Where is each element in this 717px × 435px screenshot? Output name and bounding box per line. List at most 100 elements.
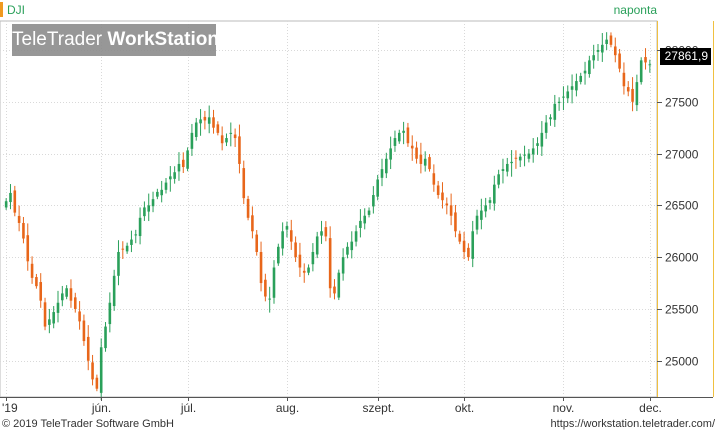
candle-body [518, 156, 522, 161]
plot-area [0, 20, 658, 398]
candle-body [406, 127, 410, 144]
candle-body [536, 143, 539, 146]
symbol-marker [0, 2, 3, 17]
candle-body [609, 35, 613, 45]
candle-body [264, 279, 267, 297]
candle-body [367, 210, 371, 215]
candle-body [501, 169, 505, 171]
candle-body [531, 148, 535, 155]
candle-body [324, 227, 328, 237]
candle-body [596, 50, 600, 52]
candle-body [220, 135, 224, 144]
candle-body [436, 185, 440, 196]
candle-body [462, 240, 466, 252]
period-label[interactable]: naponta [613, 3, 657, 17]
candle-body [95, 377, 99, 389]
candle-body [570, 86, 574, 90]
candle-body [294, 242, 297, 258]
candle-body [328, 238, 332, 289]
candle-body [493, 184, 496, 204]
source-url[interactable]: https://workstation.teletrader.com/ [550, 418, 715, 430]
candle-body [233, 134, 237, 139]
watermark-text-light: TeleTrader [12, 29, 108, 50]
candle-body [311, 251, 315, 265]
candle-body [143, 207, 146, 217]
candle-body [9, 192, 12, 203]
candle-body [298, 254, 302, 268]
candle-body [156, 191, 159, 197]
candle-body [147, 205, 151, 212]
candle-body [277, 246, 280, 264]
candle-body [225, 138, 228, 143]
copyright-text: © 2019 TeleTrader Software GmbH [2, 418, 174, 430]
candle-body [566, 91, 570, 99]
candle-body [601, 44, 604, 53]
candle-body [505, 163, 509, 172]
candle-body [613, 46, 617, 56]
candle-body [207, 117, 211, 124]
candle-body [441, 192, 444, 201]
candle-body [151, 199, 155, 207]
candle-body [238, 136, 241, 164]
candle-body [393, 138, 397, 146]
y-tick-label: 27000 [665, 148, 699, 162]
x-tick-label: júl. [180, 401, 196, 415]
candle-body [575, 81, 578, 91]
candle-body [449, 205, 453, 216]
candle-body [523, 154, 526, 156]
watermark-text-bold: WorkStation [107, 29, 219, 50]
candle-body [272, 267, 276, 298]
candle-body [402, 130, 405, 133]
candle-body [134, 234, 138, 236]
candle-body [259, 251, 263, 284]
x-tick-label: okt. [455, 401, 474, 415]
candle-body [562, 96, 565, 98]
candle-body [527, 153, 531, 159]
x-tick-label: aug. [276, 401, 299, 415]
candle-body [514, 157, 518, 159]
candle-body [376, 179, 379, 197]
candle-body [289, 230, 293, 242]
last-price-tag: 27861,9 [660, 48, 711, 65]
x-tick-label: dec. [639, 401, 662, 415]
candle-body [56, 302, 60, 313]
candle-body [199, 119, 202, 124]
candle-body [35, 277, 38, 287]
candle-body [229, 132, 233, 134]
y-tick-label: 26000 [665, 251, 699, 265]
candle-body [419, 154, 423, 164]
y-tick-label: 26500 [665, 199, 699, 213]
candle-body [588, 60, 591, 75]
candle-body [484, 205, 487, 212]
candle-body [341, 257, 345, 274]
candle-body [410, 145, 414, 149]
y-tick-label: 25500 [665, 303, 699, 317]
candle-body [544, 122, 548, 133]
candle-body [73, 297, 77, 309]
candle-body [315, 236, 319, 255]
candle-body [108, 302, 112, 325]
candle-body [65, 288, 68, 297]
y-tick-label: 27500 [665, 96, 699, 110]
candle-body [52, 312, 55, 324]
candle-body [242, 168, 246, 199]
candle-body [160, 189, 163, 196]
candle-body [177, 163, 181, 172]
candle-body [385, 158, 388, 174]
candle-body [480, 210, 483, 220]
candle-body [631, 88, 634, 102]
x-tick-label: szept. [362, 401, 394, 415]
candle-body [190, 132, 194, 149]
candle-body [618, 53, 621, 69]
y-tick-label: 25000 [665, 355, 699, 369]
candle-body [454, 212, 457, 232]
candle-body [281, 231, 284, 249]
candle-body [467, 247, 470, 258]
candle-body [475, 215, 479, 230]
candle-body [639, 60, 643, 83]
candle-body [194, 122, 198, 138]
candle-body [4, 201, 8, 208]
candle-body [333, 286, 336, 294]
candle-body [30, 263, 34, 278]
candle-body [363, 215, 367, 224]
